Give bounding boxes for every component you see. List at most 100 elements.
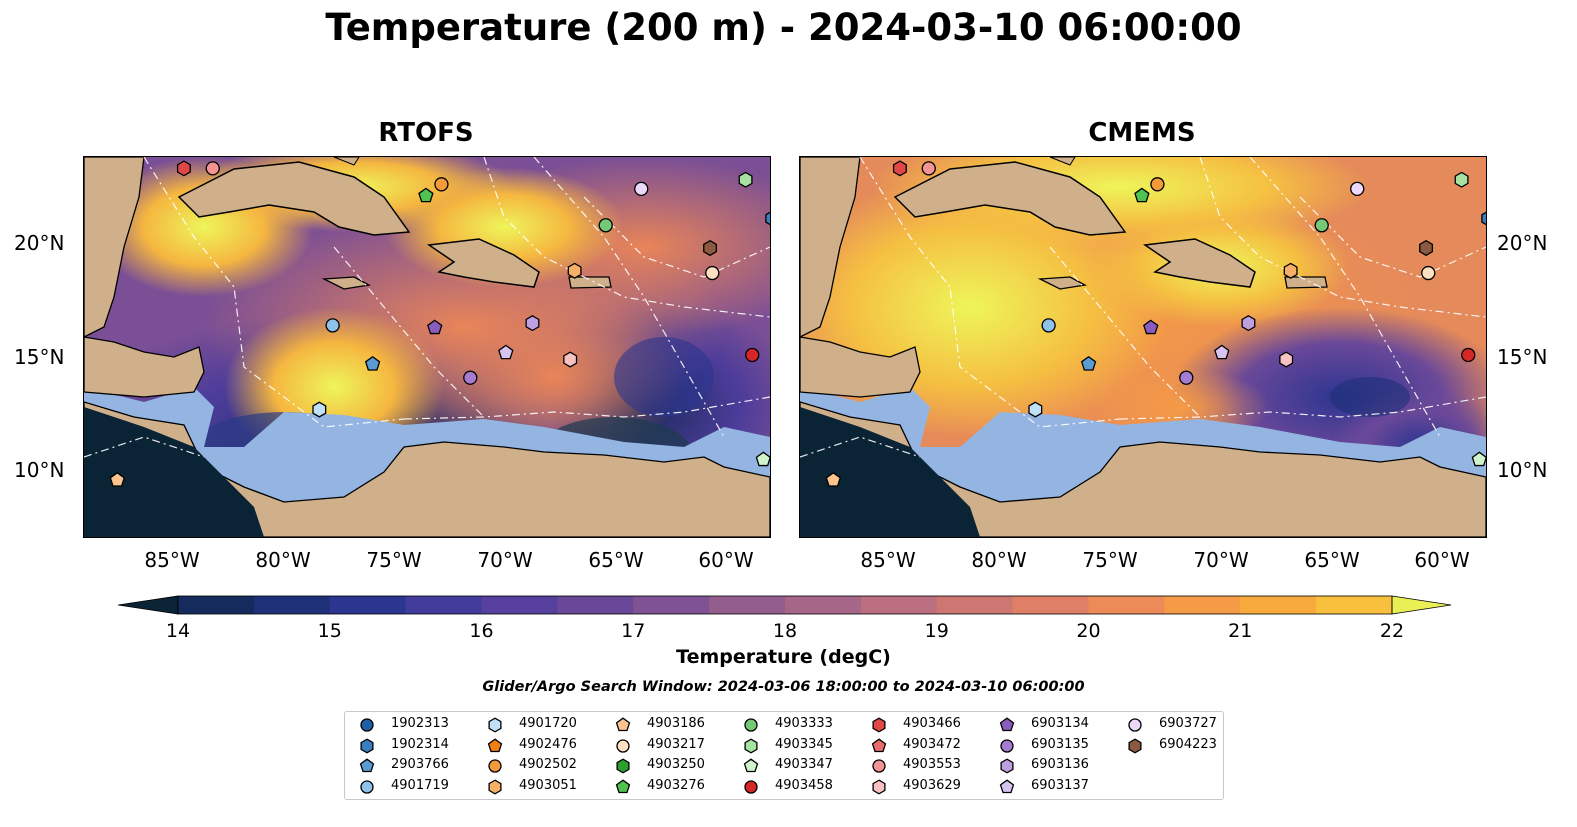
- circle-marker-icon: [360, 718, 374, 732]
- float-marker-6904223: [1419, 239, 1434, 257]
- legend-label: 6903135: [1031, 736, 1089, 752]
- float-marker-4903347: [755, 451, 770, 467]
- lon-label-cmems-65w: 65°W: [1304, 548, 1360, 572]
- float-marker-4903347: [1471, 451, 1486, 467]
- legend-marker: [359, 758, 375, 773]
- legend-marker: [360, 737, 374, 754]
- float-marker-4903276: [1134, 187, 1150, 203]
- legend-marker: [487, 737, 503, 752]
- colorbar-bin: [1088, 596, 1165, 614]
- legend-label: 4903276: [647, 777, 705, 793]
- legend-marker: [360, 718, 374, 732]
- lon-label-cmems-70w: 70°W: [1193, 548, 1249, 572]
- colorbar-tick-label: 21: [1228, 620, 1253, 642]
- float-marker-6903727: [1350, 181, 1365, 197]
- map-panel-rtofs[interactable]: [83, 156, 771, 538]
- lat-label-left-10n: 10°N: [14, 458, 65, 482]
- legend-marker: [999, 778, 1015, 793]
- colorbar-bin: [405, 596, 482, 614]
- map-panel-cmems[interactable]: [799, 156, 1487, 538]
- legend-label: 4903629: [903, 777, 961, 793]
- legend-marker: [488, 778, 502, 795]
- colorbar-tick-label: 20: [1076, 620, 1101, 642]
- colorbar-tick-label: 22: [1379, 620, 1405, 642]
- legend-marker: [872, 759, 886, 773]
- float-marker-6903135: [1179, 370, 1194, 385]
- float-marker-4903186: [825, 472, 842, 487]
- circle-marker-icon: [1128, 718, 1142, 732]
- legend-marker: [743, 758, 759, 773]
- legend-marker: [872, 717, 886, 733]
- lat-label-right-15n: 15°N: [1497, 345, 1548, 369]
- pentagon-marker-icon: [999, 717, 1015, 732]
- legend-marker: [615, 778, 631, 793]
- float-marker-6903135: [463, 370, 478, 385]
- float-marker-6903137: [498, 344, 514, 360]
- legend-label: 4903553: [903, 757, 961, 772]
- float-marker-6903134: [1143, 319, 1159, 335]
- float-marker-6903134: [427, 319, 443, 335]
- lon-label-rtofs-85w: 85°W: [144, 548, 200, 572]
- colorbar-bin: [178, 596, 255, 614]
- colorbar-bin: [557, 596, 634, 614]
- colorbar-tick-label: 18: [772, 620, 798, 642]
- float-marker-4903333: [1314, 218, 1329, 233]
- float-marker-4903466: [892, 160, 907, 177]
- float-marker-4902502: [1150, 177, 1165, 192]
- legend-label: 4903217: [647, 736, 705, 752]
- circle-marker-icon: [744, 718, 758, 732]
- legend-marker: [744, 718, 758, 732]
- legend-label: 4901719: [391, 777, 449, 793]
- legend-marker: [999, 717, 1015, 732]
- pentagon-marker-icon: [999, 778, 1015, 793]
- float-marker-4903217: [1421, 265, 1436, 281]
- float-marker-4903186: [109, 472, 126, 487]
- float-marker-1902314: [765, 211, 770, 226]
- colorbar: [118, 595, 1452, 615]
- colorbar-bin: [785, 596, 862, 614]
- lon-label-cmems-60w: 60°W: [1414, 548, 1470, 572]
- legend-label: 4902476: [519, 736, 577, 752]
- legend-label: 4901720: [519, 716, 577, 731]
- lon-label-rtofs-80w: 80°W: [255, 548, 311, 572]
- float-marker-4903458: [745, 347, 760, 363]
- legend-marker: [1128, 718, 1142, 732]
- legend-label: 4903250: [647, 757, 705, 772]
- lat-label-left-20n: 20°N: [14, 231, 65, 255]
- hexagon-marker-icon: [616, 758, 630, 774]
- float-marker-4903276: [418, 187, 434, 203]
- figure-title: Temperature (200 m) - 2024-03-10 06:00:0…: [325, 6, 1242, 49]
- legend-label: 6903727: [1159, 716, 1217, 731]
- pentagon-marker-icon: [615, 717, 631, 732]
- colorbar-bin: [481, 596, 558, 614]
- float-marker-6903136: [1241, 315, 1256, 332]
- float-marker-4903458: [1461, 347, 1476, 363]
- legend-marker: [615, 717, 631, 732]
- colorbar-bin: [1012, 596, 1089, 614]
- legend-marker: [744, 779, 758, 794]
- panel-title-cmems: CMEMS: [1088, 118, 1196, 148]
- lon-label-rtofs-70w: 70°W: [477, 548, 533, 572]
- float-marker-4903333: [598, 218, 613, 233]
- pentagon-marker-icon: [871, 737, 887, 752]
- colorbar-bin: [936, 596, 1014, 614]
- hexagon-marker-icon: [872, 717, 886, 733]
- legend-marker: [616, 758, 630, 774]
- float-marker-4901720: [312, 401, 327, 418]
- circle-marker-icon: [360, 779, 374, 794]
- float-marker-4903553: [921, 161, 936, 176]
- lon-label-rtofs-75w: 75°W: [366, 548, 422, 572]
- circle-marker-icon: [872, 759, 886, 773]
- legend-label: 4903051: [519, 777, 577, 793]
- legend-label: 4903458: [775, 777, 833, 793]
- legend-label: 6903136: [1031, 757, 1089, 772]
- legend-label: 4903345: [775, 736, 833, 752]
- lon-label-cmems-80w: 80°W: [971, 548, 1027, 572]
- legend-marker: [488, 717, 502, 733]
- float-marker-4901720: [1028, 401, 1043, 418]
- float-marker-4903345: [1454, 171, 1469, 188]
- legend-label: 2903766: [391, 757, 449, 772]
- lon-label-rtofs-60w: 60°W: [698, 548, 754, 572]
- legend-marker: [744, 737, 758, 754]
- float-marker-6903727: [634, 181, 649, 197]
